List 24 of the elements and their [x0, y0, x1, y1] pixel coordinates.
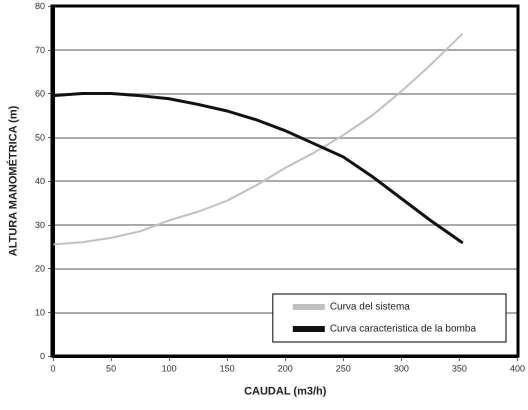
- y-tick-label: 20: [34, 264, 45, 274]
- x-tick-label: 200: [278, 364, 293, 374]
- y-tick-label: 0: [40, 351, 45, 361]
- legend-label: Curva del sistema: [330, 302, 410, 312]
- y-tick-label: 60: [34, 88, 45, 98]
- y-tick-label: 50: [34, 132, 45, 142]
- x-tick-label: 100: [162, 364, 177, 374]
- x-tick-label: 0: [50, 364, 56, 374]
- y-tick-label: 30: [34, 220, 45, 230]
- y-tick-label: 70: [34, 44, 45, 55]
- y-tick-label: 10: [34, 307, 45, 318]
- y-tick-label: 80: [34, 1, 45, 11]
- y-tick-label: 40: [34, 176, 45, 186]
- x-tick-label: 50: [106, 364, 116, 374]
- line-series: [52, 33, 463, 246]
- x-tick-label: 350: [452, 364, 467, 374]
- x-tick-label: 150: [220, 364, 235, 374]
- y-axis-title: ALTURA MANOMÉTRICA (m): [6, 105, 20, 256]
- line-series: [52, 92, 464, 244]
- legend-label: Curva caracteristica de la bomba: [330, 324, 476, 334]
- x-axis-title: CAUDAL (m3/h): [244, 386, 327, 398]
- x-tick-label: 400: [510, 364, 526, 374]
- x-tick-label: 300: [394, 364, 409, 374]
- x-tick-label: 250: [336, 364, 351, 374]
